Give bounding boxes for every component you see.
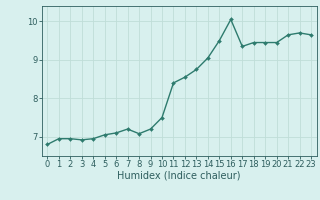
- X-axis label: Humidex (Indice chaleur): Humidex (Indice chaleur): [117, 171, 241, 181]
